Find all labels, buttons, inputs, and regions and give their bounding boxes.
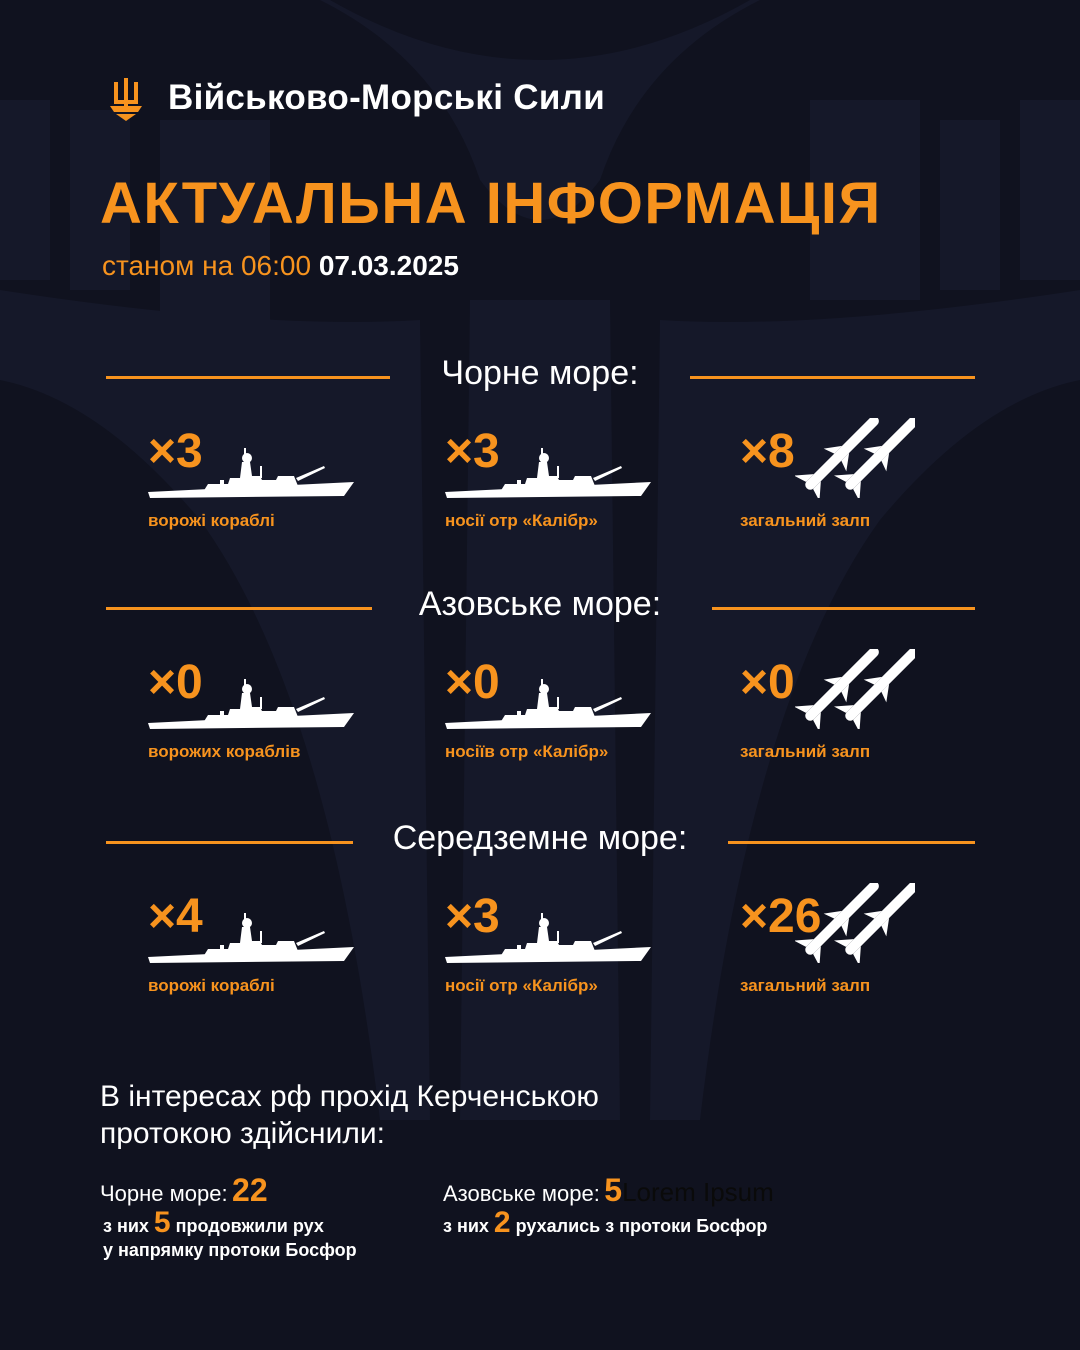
stat-label: носіїв отр «Калібр» xyxy=(445,742,609,761)
stat-label: загальний залп xyxy=(740,742,871,761)
stat-count: ×0 xyxy=(148,656,203,709)
brand-name: Військово-Морські Сили xyxy=(168,78,606,117)
section-title: Азовське море: xyxy=(418,585,662,623)
stat-count: ×8 xyxy=(740,425,795,478)
detail-text: рухались з протоки Босфор xyxy=(515,1216,768,1236)
black-sea-detail: з них 5 продовжили рух у напрямку проток… xyxy=(103,1208,357,1262)
detail-prefix: з них xyxy=(443,1216,489,1236)
stat-label: ворожих кораблів xyxy=(148,742,301,761)
detail-number: 5 xyxy=(153,1206,171,1239)
detail-line-2: у напрямку протоки Босфор xyxy=(103,1240,357,1260)
stat-count: ×3 xyxy=(445,890,500,943)
stat-label: носії отр «Калібр» xyxy=(445,511,598,530)
stat-card: ×3 ворожі кораблі xyxy=(148,424,368,534)
intro-line-1: В інтересах рф прохід Керченською xyxy=(100,1080,599,1113)
intro-line-2: протокою здійснили: xyxy=(100,1117,385,1150)
black-sea-value: 22 xyxy=(232,1172,268,1208)
stat-count: ×26 xyxy=(740,890,822,943)
stat-label: носії отр «Калібр» xyxy=(445,976,598,995)
stat-card: ×4 ворожі кораблі xyxy=(148,889,368,999)
azov-sea-label: Азовське море: xyxy=(443,1181,600,1206)
warship-icon xyxy=(445,679,651,736)
stat-card: ×0 загальний залп xyxy=(740,647,960,765)
warship-icon xyxy=(148,913,354,970)
missiles-icon xyxy=(793,647,919,734)
warship-icon xyxy=(445,913,651,970)
stat-count: ×3 xyxy=(445,425,500,478)
stat-label: загальний залп xyxy=(740,511,871,530)
stat-label: ворожі кораблі xyxy=(148,976,275,995)
azov-sea-detail: з них 2 рухались з протоки Босфор xyxy=(443,1208,774,1238)
page-title: АКТУАЛЬНА ІНФОРМАЦІЯ xyxy=(100,171,882,236)
stat-count: ×3 xyxy=(148,425,203,478)
stat-card: ×3 носії отр «Калібр» xyxy=(445,424,665,534)
divider-line xyxy=(712,607,975,610)
stat-label: загальний залп xyxy=(740,976,871,995)
stat-card: ×8 загальний залп xyxy=(740,416,960,534)
stat-count: ×0 xyxy=(740,656,795,709)
stat-count: ×0 xyxy=(445,656,500,709)
detail-prefix: з них xyxy=(103,1216,149,1236)
stat-card: ×0 носіїв отр «Калібр» xyxy=(445,655,665,765)
stat-card: ×0 ворожих кораблів xyxy=(148,655,368,765)
trident-anchor-icon xyxy=(110,78,142,121)
detail-text: продовжили рух xyxy=(175,1216,324,1236)
divider-line xyxy=(690,376,975,379)
azov-sea-value: 5 xyxy=(604,1172,623,1208)
kerch-azov-sea: Азовське море: 5Lorem Ipsum з них 2 руха… xyxy=(443,1172,774,1238)
stat-label: ворожі кораблі xyxy=(148,511,275,530)
section-title: Чорне море: xyxy=(441,354,639,392)
section-title: Середземне море: xyxy=(392,819,688,857)
as-of-prefix: станом на 06:00 xyxy=(102,250,312,281)
divider-line xyxy=(728,841,975,844)
stat-card: ×3 носії отр «Калібр» xyxy=(445,889,665,999)
warship-icon xyxy=(148,448,354,505)
warship-icon xyxy=(445,448,651,505)
divider-line xyxy=(106,376,390,379)
kerch-intro: В інтересах рф прохід Керченською протоко… xyxy=(100,1078,599,1152)
missiles-icon xyxy=(793,416,919,503)
report-date: 07.03.2025 xyxy=(318,250,459,281)
placeholder-text: Lorem Ipsum xyxy=(622,1177,774,1207)
as-of-line: станом на 06:00 07.03.2025 xyxy=(102,250,459,282)
black-sea-label: Чорне море: xyxy=(100,1181,228,1206)
missiles-icon xyxy=(793,881,919,968)
divider-line xyxy=(106,607,372,610)
kerch-black-sea: Чорне море: 22 з них 5 продовжили рух у … xyxy=(100,1172,357,1262)
warship-icon xyxy=(148,679,354,736)
divider-line xyxy=(106,841,353,844)
stat-count: ×4 xyxy=(148,890,203,943)
detail-number: 2 xyxy=(493,1206,511,1239)
stat-card: ×26 загальний залп xyxy=(740,881,960,999)
